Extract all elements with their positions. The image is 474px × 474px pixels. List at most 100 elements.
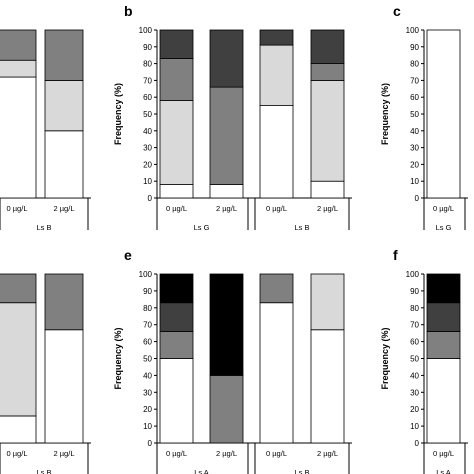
x-tick-label: 0 µg/L xyxy=(266,204,287,213)
y-tick-label: 0 xyxy=(148,194,153,203)
bar-segment-white xyxy=(0,76,37,199)
group-label: Ls A xyxy=(436,468,451,474)
bar-segment-white xyxy=(44,329,84,444)
y-tick-label: 90 xyxy=(143,287,152,296)
y-tick-label: 30 xyxy=(410,144,419,153)
y-tick-label: 10 xyxy=(143,422,152,431)
y-tick-label: 50 xyxy=(410,110,419,119)
y-tick-label: 70 xyxy=(143,321,152,330)
y-tick-label: 70 xyxy=(410,76,419,85)
panel-letter: e xyxy=(124,247,132,263)
bar-segment-mid_gray xyxy=(159,58,194,101)
bar-segment-white xyxy=(426,358,461,444)
bar-segment-light_gray xyxy=(159,100,194,185)
bar-segment-white xyxy=(310,329,345,444)
y-tick-label: 80 xyxy=(410,304,419,313)
y-tick-label: 90 xyxy=(143,43,152,52)
bar-segment-white xyxy=(426,29,461,199)
bar-segment-black xyxy=(209,273,244,376)
y-tick-label: 20 xyxy=(410,405,419,414)
bar-segment-mid_gray xyxy=(426,331,461,359)
y-tick-label: 0 xyxy=(148,439,153,448)
y-tick-label: 30 xyxy=(410,388,419,397)
bar-segment-dark_gray xyxy=(159,302,194,332)
y-tick-label: 50 xyxy=(143,110,152,119)
bar-segment-white xyxy=(0,415,37,444)
bar-segment-dark_gray xyxy=(159,29,194,59)
bar-segment-dark_gray xyxy=(310,29,345,64)
x-tick-label: 0 µg/L xyxy=(6,204,27,213)
y-tick-label: 100 xyxy=(139,26,153,35)
bar-segment-light_gray xyxy=(310,273,345,331)
group-label: Ls A xyxy=(194,468,209,474)
bar-segment-light_gray xyxy=(0,302,37,417)
bar-segment-mid_gray xyxy=(0,273,37,304)
y-tick-label: 60 xyxy=(410,338,419,347)
panel-letter: c xyxy=(393,3,401,19)
bar-segment-black xyxy=(426,273,461,304)
x-tick-label: 0 µg/L xyxy=(266,449,287,458)
y-tick-label: 30 xyxy=(143,144,152,153)
bar-segment-mid_gray xyxy=(44,29,84,81)
x-tick-label: 0 µg/L xyxy=(433,449,454,458)
bar-segment-white xyxy=(159,184,194,199)
y-tick-label: 0 xyxy=(415,194,420,203)
bar-segment-light_gray xyxy=(310,80,345,182)
group-label: Ls G xyxy=(194,223,210,232)
y-tick-label: 20 xyxy=(143,160,152,169)
bar-segment-light_gray xyxy=(259,44,294,106)
y-tick-label: 0 xyxy=(415,439,420,448)
y-tick-label: 40 xyxy=(143,371,152,380)
y-tick-label: 20 xyxy=(143,405,152,414)
y-tick-label: 80 xyxy=(143,60,152,69)
bar-segment-mid_gray xyxy=(159,331,194,359)
y-tick-label: 60 xyxy=(143,93,152,102)
y-tick-label: 50 xyxy=(143,355,152,364)
bar-segment-white xyxy=(259,302,294,444)
bar-segment-dark_gray xyxy=(209,29,244,88)
y-tick-label: 30 xyxy=(143,388,152,397)
y-tick-label: 100 xyxy=(139,270,153,279)
group-label: Ls G xyxy=(436,223,452,232)
y-tick-label: 100 xyxy=(406,270,420,279)
y-tick-label: 10 xyxy=(410,422,419,431)
x-tick-label: 2 µg/L xyxy=(317,449,338,458)
bar-segment-mid_gray xyxy=(310,63,345,81)
bar-segment-dark_gray xyxy=(426,302,461,332)
bar-segment-white xyxy=(159,358,194,444)
y-tick-label: 60 xyxy=(143,338,152,347)
x-tick-label: 2 µg/L xyxy=(317,204,338,213)
y-tick-label: 10 xyxy=(143,177,152,186)
bar-segment-light_gray xyxy=(0,59,37,78)
x-tick-label: 0 µg/L xyxy=(6,449,27,458)
y-tick-label: 60 xyxy=(410,93,419,102)
y-tick-label: 80 xyxy=(410,60,419,69)
group-label: Ls B xyxy=(294,468,309,474)
bar-segment-white xyxy=(259,105,294,199)
group-label: Ls B xyxy=(36,468,51,474)
y-tick-label: 100 xyxy=(406,26,420,35)
y-tick-label: 40 xyxy=(410,127,419,136)
x-tick-label: 2 µg/L xyxy=(53,204,74,213)
bar-segment-white xyxy=(310,180,345,199)
bar-segment-light_gray xyxy=(44,80,84,132)
x-tick-label: 2 µg/L xyxy=(216,449,237,458)
x-tick-label: 0 µg/L xyxy=(166,449,187,458)
bar-segment-white xyxy=(44,130,84,199)
y-tick-label: 50 xyxy=(410,355,419,364)
y-tick-label: 10 xyxy=(410,177,419,186)
y-tick-label: 90 xyxy=(410,43,419,52)
bar-segment-black xyxy=(159,273,194,304)
bar-segment-mid_gray xyxy=(259,273,294,304)
group-label: Ls B xyxy=(294,223,309,232)
y-tick-label: 70 xyxy=(143,76,152,85)
x-tick-label: 0 µg/L xyxy=(433,204,454,213)
bar-segment-white xyxy=(209,184,244,199)
x-tick-label: 2 µg/L xyxy=(53,449,74,458)
y-axis-title: Frequency (%) xyxy=(113,327,123,389)
y-tick-label: 80 xyxy=(143,304,152,313)
bar-segment-mid_gray xyxy=(44,273,84,331)
x-tick-label: 2 µg/L xyxy=(216,204,237,213)
y-tick-label: 40 xyxy=(143,127,152,136)
